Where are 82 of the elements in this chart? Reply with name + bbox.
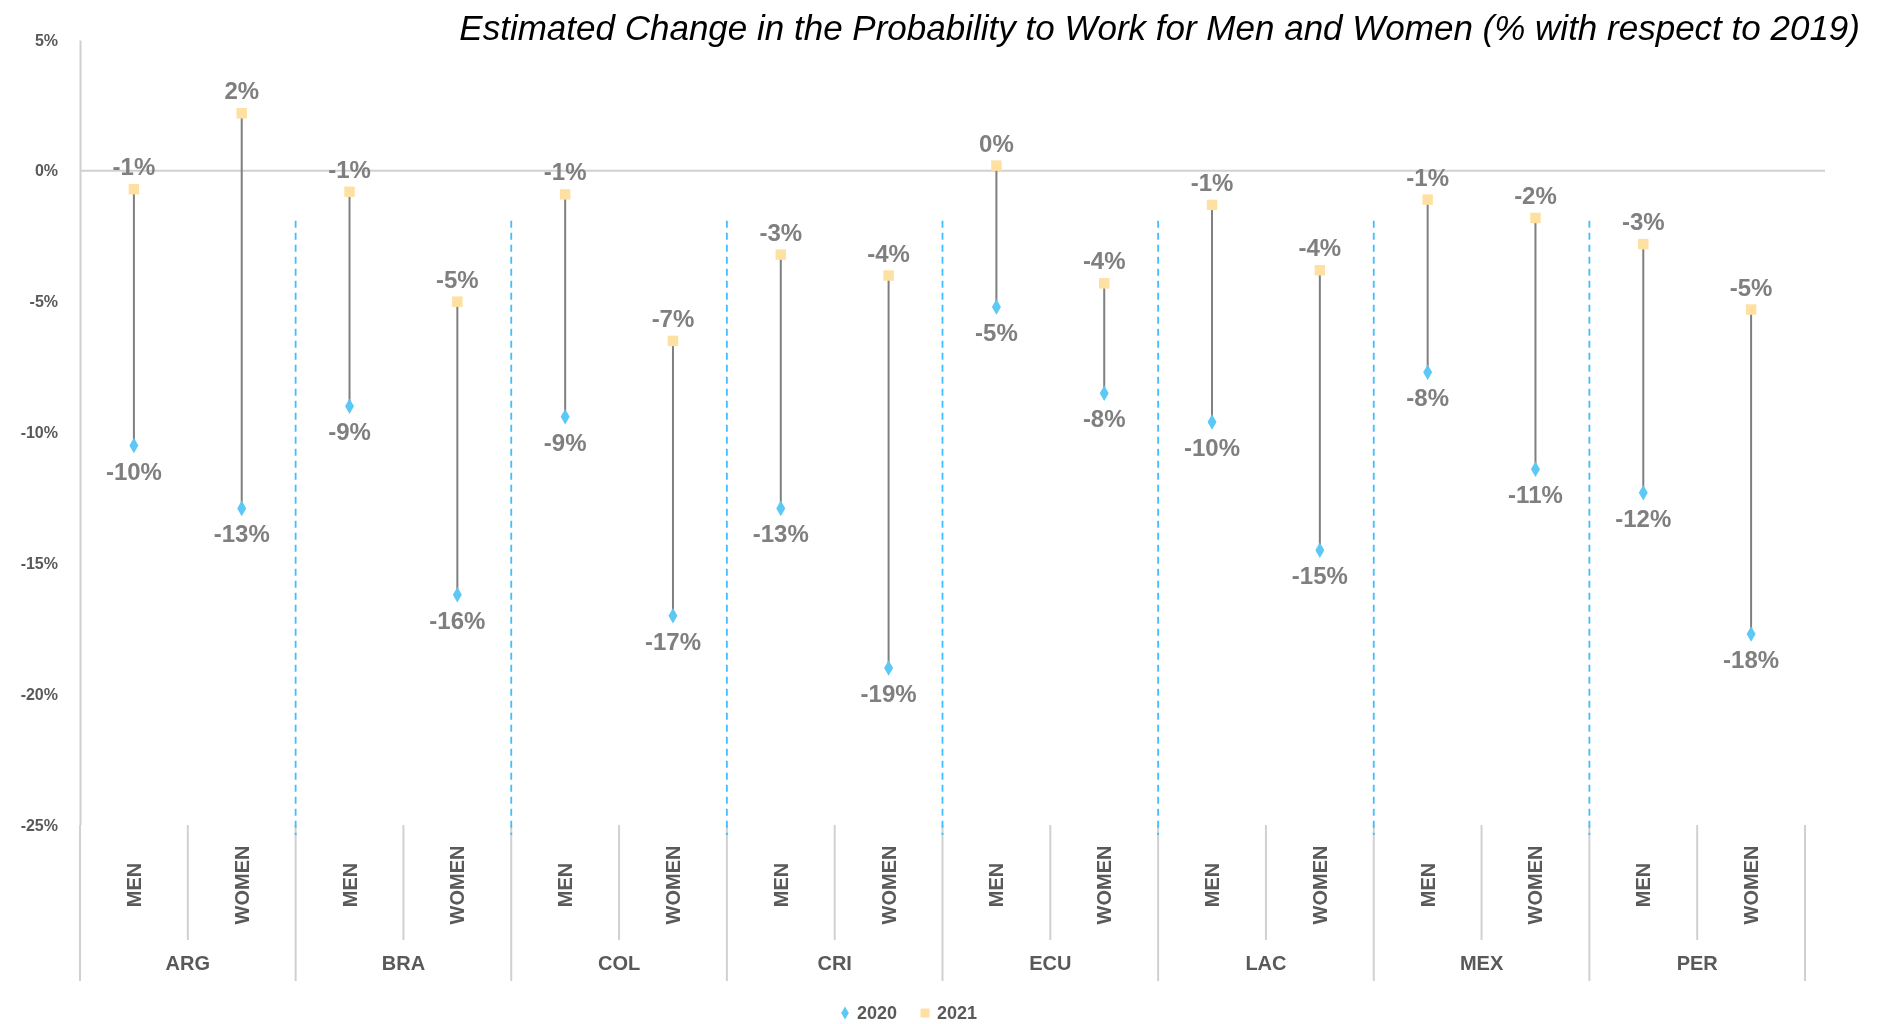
data-label: -19% bbox=[860, 680, 917, 707]
data-label: -11% bbox=[1508, 481, 1563, 509]
data-label: 0% bbox=[979, 129, 1014, 157]
data-label: 2% bbox=[224, 77, 260, 105]
point bbox=[1206, 199, 1218, 211]
point bbox=[559, 189, 571, 200]
x-tick-label: WOMEN bbox=[446, 845, 469, 925]
data-label: -7% bbox=[651, 304, 695, 332]
y-tick-label: -25% bbox=[20, 816, 58, 834]
chart-title: Estimated Change in the Probability to Work for Men and Women (% with respect to 2019) bbox=[459, 8, 1860, 47]
legend-label: 2020 bbox=[857, 1003, 898, 1023]
point bbox=[1530, 212, 1541, 224]
data-label: -16% bbox=[429, 606, 486, 634]
x-tick-label: MEN bbox=[122, 862, 145, 908]
point bbox=[1314, 265, 1326, 276]
x-tick-label: WOMEN bbox=[877, 845, 900, 925]
point bbox=[452, 296, 463, 307]
data-label: -17% bbox=[644, 627, 701, 655]
data-label: -4% bbox=[867, 239, 910, 267]
y-tick-label: 0% bbox=[34, 162, 58, 180]
point bbox=[991, 160, 1002, 171]
data-label: -1% bbox=[1406, 163, 1449, 191]
data-label: -12% bbox=[1615, 504, 1672, 532]
data-label: -8% bbox=[1082, 405, 1126, 433]
x-tick-label: MEN bbox=[1201, 862, 1224, 908]
point bbox=[236, 108, 247, 119]
x-tick-label: MEN bbox=[554, 862, 577, 908]
text: MEX bbox=[1459, 952, 1504, 974]
x-tick-label: MEN bbox=[769, 862, 792, 908]
text: ECU bbox=[1029, 952, 1072, 974]
x-tick-label: MEN bbox=[338, 862, 361, 908]
data-label: -1% bbox=[543, 158, 587, 186]
x-tick-label: WOMEN bbox=[1740, 845, 1763, 925]
data-label: -9% bbox=[543, 428, 587, 456]
data-label: -10% bbox=[105, 457, 162, 485]
point bbox=[344, 186, 355, 198]
data-label: -1% bbox=[1190, 168, 1234, 196]
data-label: -3% bbox=[759, 218, 803, 246]
y-tick-label: 5% bbox=[34, 31, 58, 49]
data-label: -4% bbox=[1298, 234, 1342, 262]
data-label: -1% bbox=[328, 155, 371, 183]
data-label: -2% bbox=[1514, 181, 1557, 209]
point bbox=[1098, 278, 1110, 289]
data-label: -5% bbox=[1729, 273, 1773, 301]
x-tick-label: WOMEN bbox=[1308, 845, 1331, 925]
x-tick-label: WOMEN bbox=[230, 845, 253, 925]
x-tick-label: WOMEN bbox=[1524, 845, 1547, 925]
data-label: -3% bbox=[1621, 208, 1665, 236]
data-label: -9% bbox=[328, 418, 371, 446]
legend-label: 2021 bbox=[937, 1003, 978, 1023]
x-tick-label: MEN bbox=[1416, 862, 1439, 908]
point bbox=[1638, 238, 1649, 250]
point bbox=[667, 335, 679, 347]
text: BRA bbox=[381, 952, 426, 974]
text: ARG bbox=[165, 952, 211, 974]
x-tick-label: MEN bbox=[985, 862, 1008, 908]
text: LAC bbox=[1245, 952, 1287, 974]
data-label: -13% bbox=[752, 520, 809, 548]
y-tick-label: -20% bbox=[20, 685, 58, 703]
point bbox=[128, 183, 140, 195]
point bbox=[1745, 304, 1757, 315]
text: PER bbox=[1676, 952, 1719, 974]
data-label: -10% bbox=[1184, 434, 1241, 462]
data-label: -1% bbox=[112, 153, 156, 181]
x-tick-label: MEN bbox=[1632, 862, 1655, 908]
y-tick-label: -15% bbox=[20, 554, 58, 572]
data-label: -4% bbox=[1082, 247, 1126, 275]
point bbox=[775, 249, 787, 260]
x-tick-label: WOMEN bbox=[1093, 845, 1116, 925]
data-label: -5% bbox=[975, 318, 1018, 346]
y-tick-label: -10% bbox=[20, 424, 58, 442]
y-tick-label: -5% bbox=[29, 293, 58, 311]
x-tick-label: WOMEN bbox=[661, 845, 684, 925]
data-label: -5% bbox=[436, 265, 479, 293]
data-label: -13% bbox=[213, 520, 270, 548]
text: CRI bbox=[817, 952, 852, 974]
point bbox=[1422, 194, 1433, 205]
data-label: -18% bbox=[1723, 645, 1780, 673]
data-label: -8% bbox=[1406, 384, 1449, 412]
text: COL bbox=[597, 952, 641, 974]
point bbox=[883, 270, 894, 281]
data-label: -15% bbox=[1291, 562, 1348, 590]
